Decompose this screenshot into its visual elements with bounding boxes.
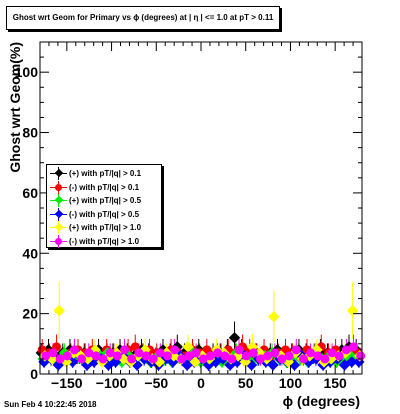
legend-entry: (-) with pT/|q| > 0.5 — [47, 207, 161, 221]
legend-entry: (-) with pT/|q| > 1.0 — [47, 234, 161, 248]
data-point-circle — [270, 348, 280, 358]
data-point-diamond — [267, 359, 279, 371]
legend-marker-diamond — [54, 168, 64, 178]
data-point-circle — [170, 345, 180, 355]
y-tick-label: 0 — [30, 366, 38, 382]
legend-label: (-) with pT/|q| > 0.1 — [69, 182, 140, 192]
data-point-circle — [77, 354, 87, 364]
data-point-circle — [248, 348, 258, 358]
x-axis-label: ϕ (degrees) — [283, 393, 360, 409]
legend-label: (+) with pT/|q| > 1.0 — [69, 223, 142, 232]
x-tick-label: −150 — [51, 375, 83, 391]
data-point-diamond — [346, 304, 359, 317]
data-point-circle — [98, 354, 108, 364]
data-point-circle — [48, 348, 58, 358]
data-markers — [35, 304, 366, 371]
data-point-circle — [112, 351, 122, 361]
legend-entry: (+) with pT/|q| > 0.5 — [47, 194, 161, 207]
legend-label: (-) with pT/|q| > 1.0 — [69, 236, 140, 246]
legend-label: (-) with pT/|q| > 0.5 — [69, 209, 140, 219]
legend-marker-circle — [55, 237, 62, 245]
y-tick-label: 80 — [22, 125, 38, 141]
data-point-circle — [62, 351, 72, 361]
legend-marker-circle — [55, 183, 62, 191]
x-tick-label: −100 — [96, 375, 128, 391]
legend-entry: (+) with pT/|q| > 1.0 — [47, 221, 161, 234]
x-tick-label: 150 — [323, 375, 347, 391]
legend-label: (+) with pT/|q| > 0.1 — [69, 169, 142, 178]
data-point-circle — [227, 354, 237, 364]
data-point-diamond — [53, 304, 65, 317]
legend-entry: (-) with pT/|q| > 0.1 — [47, 180, 161, 194]
data-point-circle — [320, 354, 330, 364]
data-point-circle — [349, 342, 359, 352]
y-tick-label: 20 — [22, 306, 38, 322]
x-tick-label: 0 — [197, 375, 205, 391]
x-tick-label: −50 — [144, 375, 168, 391]
data-point-diamond — [228, 332, 241, 344]
y-axis-label: Ghost wrt Geom(%) — [7, 42, 23, 173]
legend-marker-diamond — [54, 222, 64, 232]
data-point-circle — [356, 351, 366, 361]
tick-labels: −150 −100 −50 0 50 100 150 0 20 40 60 80 100 — [15, 64, 347, 391]
x-tick-label: 50 — [238, 375, 254, 391]
chart-title: Ghost wrt Geom for Primary vs ϕ (degrees… — [6, 6, 280, 30]
axis-ticks — [39, 41, 363, 375]
x-tick-label: 100 — [279, 375, 303, 391]
data-point-circle — [127, 354, 137, 364]
data-point-circle — [120, 345, 130, 355]
data-point-diamond — [268, 310, 280, 323]
data-point-circle — [234, 345, 244, 355]
legend-marker-diamond — [54, 195, 64, 205]
data-point-circle — [69, 345, 79, 355]
data-point-circle — [162, 351, 172, 361]
y-tick-label: 60 — [22, 185, 38, 201]
data-point-circle — [191, 348, 201, 358]
data-point-circle — [284, 351, 294, 361]
legend: (+) with pT/|q| > 0.1 (-) with pT/|q| > 0… — [46, 164, 162, 248]
legend-marker-diamond — [54, 209, 64, 218]
legend-entry: (+) with pT/|q| > 0.1 — [47, 167, 161, 180]
legend-label: (+) with pT/|q| > 0.5 — [69, 196, 142, 205]
data-point-circle — [148, 354, 158, 364]
data-point-diamond — [189, 356, 201, 368]
data-point-circle — [298, 354, 308, 364]
data-point-circle — [334, 351, 344, 361]
data-point-circle — [291, 345, 301, 355]
date-stamp: Sun Feb 4 10:22:45 2018 — [4, 400, 97, 409]
y-tick-label: 100 — [15, 64, 39, 80]
y-tick-label: 40 — [22, 245, 38, 261]
